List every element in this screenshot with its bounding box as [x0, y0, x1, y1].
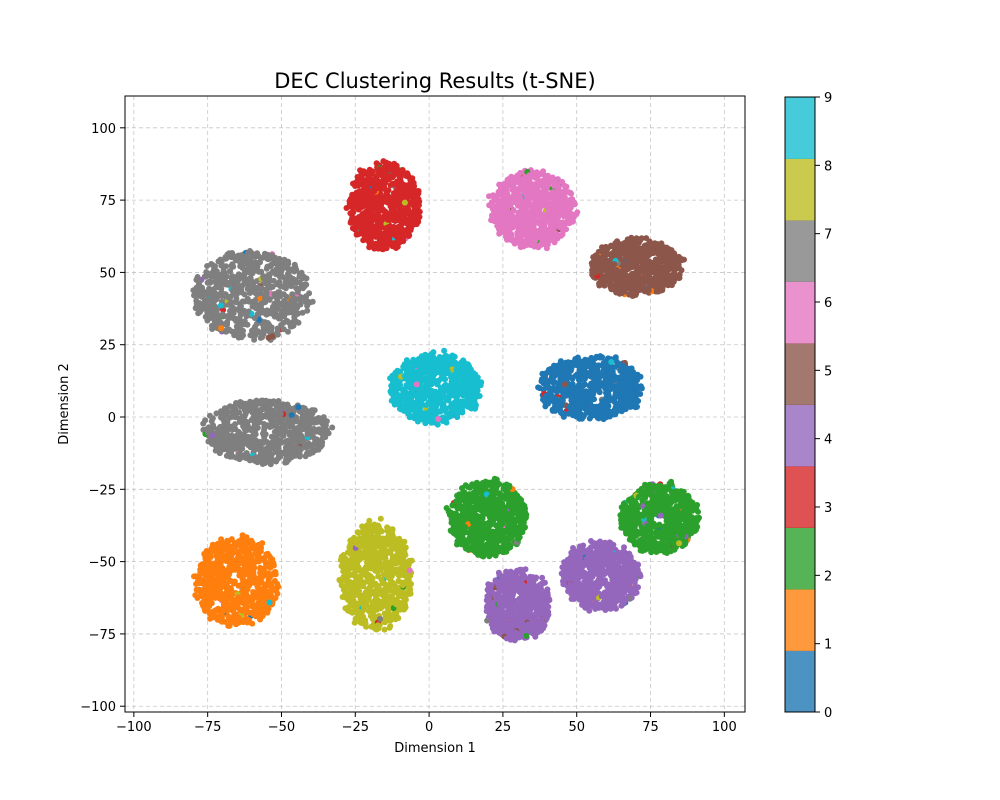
- data-point: [355, 182, 362, 189]
- data-point: [377, 515, 384, 522]
- data-point: [220, 307, 227, 313]
- data-point: [218, 536, 225, 543]
- data-point: [339, 594, 346, 600]
- data-point: [539, 574, 546, 581]
- data-point: [614, 560, 621, 567]
- data-point: [381, 626, 388, 633]
- data-point: [380, 580, 387, 587]
- data-point: [241, 291, 248, 298]
- data-point: [243, 615, 250, 622]
- data-point: [210, 286, 217, 293]
- data-point: [596, 282, 603, 289]
- data-point: [621, 544, 627, 551]
- data-point: [484, 617, 491, 624]
- data-point: [202, 273, 209, 280]
- data-point: [204, 263, 211, 269]
- data-point: [343, 205, 350, 211]
- data-point: [486, 193, 492, 200]
- data-point: [299, 309, 306, 316]
- data-point: [276, 279, 283, 285]
- data-point: [215, 282, 222, 289]
- data-point: [398, 219, 405, 226]
- data-point: [535, 384, 542, 391]
- data-point: [213, 410, 220, 417]
- data-point: [257, 259, 263, 266]
- data-point: [632, 292, 639, 298]
- chart-title: DEC Clustering Results (t-SNE): [274, 69, 595, 93]
- data-point: [304, 307, 311, 314]
- data-point: [285, 328, 291, 335]
- data-point: [479, 515, 486, 522]
- data-point: [375, 573, 382, 580]
- data-point: [268, 433, 275, 440]
- data-point: [486, 202, 493, 209]
- data-point: [225, 622, 232, 629]
- data-point: [270, 277, 277, 284]
- scatter-points: [190, 158, 702, 644]
